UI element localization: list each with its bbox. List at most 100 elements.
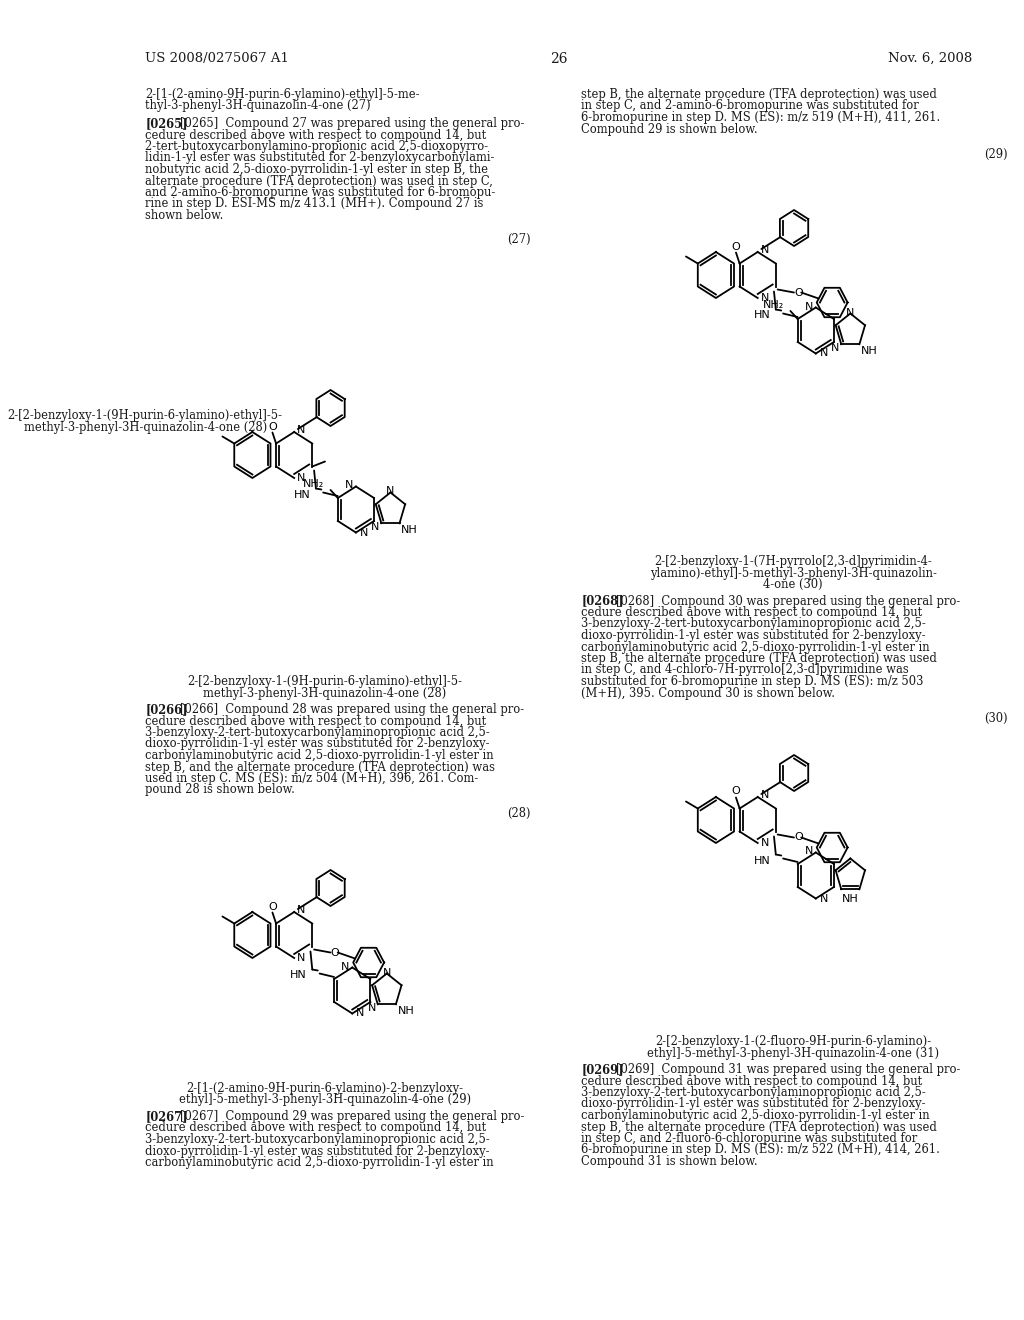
Text: carbonylaminobutyric acid 2,5-dioxo-pyrrolidin-1-yl ester in: carbonylaminobutyric acid 2,5-dioxo-pyrr… (145, 1156, 494, 1170)
Text: 2-[1-(2-amino-9H-purin-6-ylamino)-2-benzyloxy-: 2-[1-(2-amino-9H-purin-6-ylamino)-2-benz… (186, 1082, 464, 1096)
Text: dioxo-pyrrolidin-1-yl ester was substituted for 2-benzyloxy-: dioxo-pyrrolidin-1-yl ester was substitu… (145, 1144, 489, 1158)
Text: cedure described above with respect to compound 14, but: cedure described above with respect to c… (145, 128, 486, 141)
Text: [0266]  Compound 28 was prepared using the general pro-: [0266] Compound 28 was prepared using th… (179, 704, 524, 715)
Text: O: O (268, 902, 276, 912)
Text: O: O (731, 787, 740, 796)
Text: NH: NH (861, 346, 878, 356)
Text: O: O (731, 242, 740, 252)
Text: [0267]  Compound 29 was prepared using the general pro-: [0267] Compound 29 was prepared using th… (179, 1110, 524, 1123)
Text: used in step C. MS (ES): m/z 504 (M+H), 396, 261. Com-: used in step C. MS (ES): m/z 504 (M+H), … (145, 772, 478, 785)
Text: [0268]: [0268] (582, 594, 624, 607)
Text: alternate procedure (TFA deprotection) was used in step C,: alternate procedure (TFA deprotection) w… (145, 174, 493, 187)
Text: N: N (831, 343, 840, 354)
Text: 2-tert-butoxycarbonylamino-propionic acid 2,5-dioxopyrro-: 2-tert-butoxycarbonylamino-propionic aci… (145, 140, 488, 153)
Text: 6-bromopurine in step D. MS (ES): m/z 519 (M+H), 411, 261.: 6-bromopurine in step D. MS (ES): m/z 51… (582, 111, 941, 124)
Text: NH: NH (401, 525, 418, 535)
Text: N: N (368, 1003, 376, 1014)
Text: in step C, and 2-fluoro-6-chloropurine was substituted for: in step C, and 2-fluoro-6-chloropurine w… (582, 1133, 918, 1144)
Text: step B, the alternate procedure (TFA deprotection) was used: step B, the alternate procedure (TFA dep… (582, 88, 937, 102)
Text: [0265]  Compound 27 was prepared using the general pro-: [0265] Compound 27 was prepared using th… (179, 117, 524, 129)
Text: N: N (819, 894, 827, 903)
Text: dioxo-pyrrolidin-1-yl ester was substituted for 2-benzyloxy-: dioxo-pyrrolidin-1-yl ester was substitu… (582, 630, 926, 642)
Text: thyl-3-phenyl-3H-quinazolin-4-one (27): thyl-3-phenyl-3H-quinazolin-4-one (27) (145, 99, 371, 112)
Text: [0266]: [0266] (145, 704, 187, 715)
Text: N: N (819, 348, 827, 359)
Text: cedure described above with respect to compound 14, but: cedure described above with respect to c… (582, 1074, 923, 1088)
Text: [0269]: [0269] (582, 1063, 624, 1076)
Text: nobutyric acid 2,5-dioxo-pyrrolidin-1-yl ester in step B, the: nobutyric acid 2,5-dioxo-pyrrolidin-1-yl… (145, 162, 488, 176)
Text: methyl-3-phenyl-3H-quinazolin-4-one (28): methyl-3-phenyl-3H-quinazolin-4-one (28) (24, 421, 267, 434)
Text: HN: HN (754, 855, 770, 866)
Text: (27): (27) (507, 232, 530, 246)
Text: 2-[2-benzyloxy-1-(9H-purin-6-ylamino)-ethyl]-5-: 2-[2-benzyloxy-1-(9H-purin-6-ylamino)-et… (187, 675, 463, 688)
Text: 2-[2-benzyloxy-1-(9H-purin-6-ylamino)-ethyl]-5-: 2-[2-benzyloxy-1-(9H-purin-6-ylamino)-et… (7, 409, 283, 422)
Text: in step C, and 2-amino-6-bromopurine was substituted for: in step C, and 2-amino-6-bromopurine was… (582, 99, 920, 112)
Text: (29): (29) (984, 148, 1008, 161)
Text: ethyl]-5-methyl-3-phenyl-3H-quinazolin-4-one (29): ethyl]-5-methyl-3-phenyl-3H-quinazolin-4… (179, 1093, 471, 1106)
Text: 2-[2-benzyloxy-1-(2-fluoro-9H-purin-6-ylamino)-: 2-[2-benzyloxy-1-(2-fluoro-9H-purin-6-yl… (655, 1035, 931, 1048)
Text: ethyl]-5-methyl-3-phenyl-3H-quinazolin-4-one (31): ethyl]-5-methyl-3-phenyl-3H-quinazolin-4… (647, 1047, 939, 1060)
Text: pound 28 is shown below.: pound 28 is shown below. (145, 784, 295, 796)
Text: O: O (268, 421, 276, 432)
Text: NH: NH (842, 895, 859, 904)
Text: N: N (345, 480, 353, 491)
Text: cedure described above with respect to compound 14, but: cedure described above with respect to c… (582, 606, 923, 619)
Text: methyl-3-phenyl-3H-quinazolin-4-one (28): methyl-3-phenyl-3H-quinazolin-4-one (28) (204, 686, 446, 700)
Text: 3-benzyloxy-2-tert-butoxycarbonylaminopropionic acid 2,5-: 3-benzyloxy-2-tert-butoxycarbonylaminopr… (582, 618, 926, 631)
Text: step B, the alternate procedure (TFA deprotection) was used: step B, the alternate procedure (TFA dep… (582, 652, 937, 665)
Text: O: O (331, 948, 339, 957)
Text: HN: HN (754, 310, 770, 321)
Text: HN: HN (294, 490, 310, 499)
Text: N: N (341, 961, 349, 972)
Text: 26: 26 (550, 51, 567, 66)
Text: lidin-1-yl ester was substituted for 2-benzyloxycarbonylami-: lidin-1-yl ester was substituted for 2-b… (145, 152, 495, 165)
Text: N: N (761, 789, 769, 800)
Text: N: N (297, 906, 305, 915)
Text: carbonylaminobutyric acid 2,5-dioxo-pyrrolidin-1-yl ester in: carbonylaminobutyric acid 2,5-dioxo-pyrr… (145, 748, 494, 762)
Text: 3-benzyloxy-2-tert-butoxycarbonylaminopropionic acid 2,5-: 3-benzyloxy-2-tert-butoxycarbonylaminopr… (145, 1133, 489, 1146)
Text: step B, the alternate procedure (TFA deprotection) was used: step B, the alternate procedure (TFA dep… (582, 1121, 937, 1134)
Text: 2-[1-(2-amino-9H-purin-6-ylamino)-ethyl]-5-me-: 2-[1-(2-amino-9H-purin-6-ylamino)-ethyl]… (145, 88, 420, 102)
Text: carbonylaminobutyric acid 2,5-dioxo-pyrrolidin-1-yl ester in: carbonylaminobutyric acid 2,5-dioxo-pyrr… (582, 1109, 930, 1122)
Text: 6-bromopurine in step D. MS (ES): m/z 522 (M+H), 414, 261.: 6-bromopurine in step D. MS (ES): m/z 52… (582, 1143, 940, 1156)
Text: N: N (761, 293, 769, 304)
Text: NH₂: NH₂ (303, 479, 325, 488)
Text: (30): (30) (984, 711, 1008, 725)
Text: Compound 29 is shown below.: Compound 29 is shown below. (582, 123, 758, 136)
Text: 4-one (30): 4-one (30) (763, 578, 823, 591)
Text: step B, and the alternate procedure (TFA deprotection) was: step B, and the alternate procedure (TFA… (145, 760, 496, 774)
Text: N: N (356, 1008, 365, 1019)
Text: NH: NH (397, 1006, 415, 1016)
Text: N: N (297, 953, 305, 964)
Text: N: N (761, 246, 769, 255)
Text: [0268]  Compound 30 was prepared using the general pro-: [0268] Compound 30 was prepared using th… (615, 594, 961, 607)
Text: carbonylaminobutyric acid 2,5-dioxo-pyrrolidin-1-yl ester in: carbonylaminobutyric acid 2,5-dioxo-pyrr… (582, 640, 930, 653)
Text: [0265]: [0265] (145, 117, 187, 129)
Text: substituted for 6-bromopurine in step D. MS (ES): m/z 503: substituted for 6-bromopurine in step D.… (582, 675, 924, 688)
Text: rine in step D. ESI-MS m/z 413.1 (MH+). Compound 27 is: rine in step D. ESI-MS m/z 413.1 (MH+). … (145, 198, 483, 210)
Text: 3-benzyloxy-2-tert-butoxycarbonylaminopropionic acid 2,5-: 3-benzyloxy-2-tert-butoxycarbonylaminopr… (145, 726, 489, 739)
Text: (28): (28) (507, 807, 530, 820)
Text: 2-[2-benzyloxy-1-(7H-pyrrolo[2,3-d]pyrimidin-4-: 2-[2-benzyloxy-1-(7H-pyrrolo[2,3-d]pyrim… (654, 554, 932, 568)
Text: [0269]  Compound 31 was prepared using the general pro-: [0269] Compound 31 was prepared using th… (615, 1063, 961, 1076)
Text: Compound 31 is shown below.: Compound 31 is shown below. (582, 1155, 758, 1168)
Text: (M+H), 395. Compound 30 is shown below.: (M+H), 395. Compound 30 is shown below. (582, 686, 836, 700)
Text: N: N (386, 487, 394, 496)
Text: cedure described above with respect to compound 14, but: cedure described above with respect to c… (145, 714, 486, 727)
Text: N: N (297, 425, 305, 436)
Text: in step C, and 4-chloro-7H-pyrrolo[2,3-d]pyrimidine was: in step C, and 4-chloro-7H-pyrrolo[2,3-d… (582, 664, 909, 676)
Text: 3-benzyloxy-2-tert-butoxycarbonylaminopropionic acid 2,5-: 3-benzyloxy-2-tert-butoxycarbonylaminopr… (582, 1086, 926, 1100)
Text: dioxo-pyrrolidin-1-yl ester was substituted for 2-benzyloxy-: dioxo-pyrrolidin-1-yl ester was substitu… (145, 738, 489, 751)
Text: and 2-amino-6-bromopurine was substituted for 6-bromopu-: and 2-amino-6-bromopurine was substitute… (145, 186, 496, 199)
Text: NH₂: NH₂ (763, 300, 784, 310)
Text: N: N (371, 523, 380, 532)
Text: cedure described above with respect to compound 14, but: cedure described above with respect to c… (145, 1122, 486, 1134)
Text: [0267]: [0267] (145, 1110, 187, 1123)
Text: ylamino)-ethyl]-5-methyl-3-phenyl-3H-quinazolin-: ylamino)-ethyl]-5-methyl-3-phenyl-3H-qui… (649, 566, 937, 579)
Text: N: N (805, 301, 813, 312)
Text: N: N (383, 968, 391, 978)
Text: N: N (761, 838, 769, 847)
Text: dioxo-pyrrolidin-1-yl ester was substituted for 2-benzyloxy-: dioxo-pyrrolidin-1-yl ester was substitu… (582, 1097, 926, 1110)
Text: N: N (805, 846, 813, 857)
Text: N: N (297, 473, 305, 483)
